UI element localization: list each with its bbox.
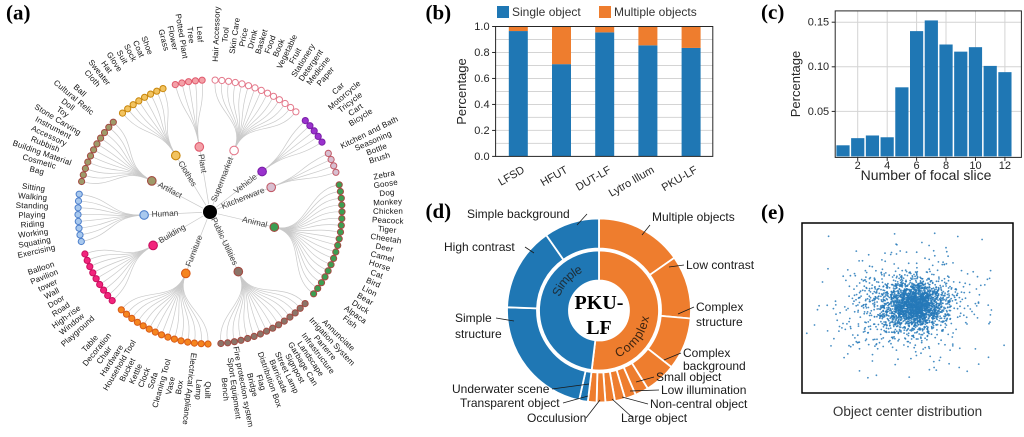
svg-text:Chicken: Chicken — [373, 207, 403, 216]
svg-text:Vase: Vase — [164, 375, 177, 395]
svg-text:Small object: Small object — [656, 370, 722, 384]
svg-text:Percentage: Percentage — [788, 51, 803, 118]
svg-text:4: 4 — [884, 160, 890, 172]
svg-text:x: x — [637, 314, 652, 324]
svg-text:Zebra: Zebra — [373, 168, 396, 181]
svg-text:Transparent object: Transparent object — [460, 396, 560, 410]
svg-text:Playing: Playing — [18, 210, 45, 220]
svg-text:12: 12 — [999, 160, 1011, 172]
svg-text:(b): (b) — [426, 1, 452, 25]
svg-text:Quilt: Quilt — [203, 381, 212, 399]
svg-text:Simple background: Simple background — [467, 207, 570, 221]
svg-text:(a): (a) — [6, 1, 31, 25]
svg-text:background: background — [683, 359, 746, 373]
svg-text:structure: structure — [696, 315, 743, 329]
svg-text:Leaf: Leaf — [195, 26, 205, 43]
svg-text:High contrast: High contrast — [444, 240, 515, 254]
svg-text:Cat: Cat — [369, 268, 385, 281]
svg-text:Complex: Complex — [696, 300, 743, 314]
svg-text:Bench: Bench — [220, 377, 231, 401]
svg-text:Underwater scene: Underwater scene — [452, 382, 550, 396]
svg-text:Deer: Deer — [375, 242, 395, 254]
svg-text:Dog: Dog — [379, 188, 395, 199]
svg-text:Low illumination: Low illumination — [661, 383, 746, 397]
svg-text:Simple: Simple — [455, 311, 492, 325]
svg-text:Plant: Plant — [196, 153, 209, 174]
svg-text:Large object: Large object — [621, 411, 688, 425]
svg-text:Walking: Walking — [18, 191, 48, 202]
svg-text:Number of focal slice: Number of focal slice — [861, 167, 992, 183]
svg-text:Bag: Bag — [29, 164, 45, 176]
svg-text:Non-central object: Non-central object — [650, 397, 748, 411]
svg-text:6: 6 — [914, 160, 920, 172]
svg-text:l: l — [569, 266, 579, 279]
svg-text:0.05: 0.05 — [808, 106, 829, 118]
svg-text:Lamp: Lamp — [193, 379, 203, 401]
svg-text:e: e — [635, 320, 651, 331]
svg-text:0.4: 0.4 — [474, 99, 489, 111]
svg-text:structure: structure — [455, 327, 502, 341]
svg-text:0.0: 0.0 — [474, 151, 489, 163]
svg-text:8: 8 — [943, 160, 949, 172]
svg-text:Complex: Complex — [683, 346, 730, 360]
svg-text:l: l — [634, 326, 648, 334]
svg-text:PKU-: PKU- — [575, 292, 624, 314]
svg-text:Flag: Flag — [254, 373, 267, 391]
svg-text:Percentage: Percentage — [454, 58, 469, 125]
svg-text:Tiger: Tiger — [377, 224, 397, 235]
svg-text:(e): (e) — [761, 200, 784, 224]
svg-text:(c): (c) — [761, 0, 784, 24]
svg-text:(d): (d) — [426, 199, 452, 223]
svg-text:Sitting: Sitting — [22, 182, 46, 194]
svg-text:10: 10 — [969, 160, 981, 172]
svg-text:Working: Working — [18, 227, 49, 240]
svg-text:Monkey: Monkey — [373, 197, 402, 208]
svg-text:0.8: 0.8 — [474, 47, 489, 59]
svg-text:i: i — [553, 282, 566, 292]
svg-text:0.6: 0.6 — [474, 73, 489, 85]
svg-text:Tool: Tool — [220, 27, 230, 43]
svg-text:Single object: Single object — [512, 5, 581, 19]
svg-text:Occulusion: Occulusion — [527, 411, 586, 425]
svg-text:1.0: 1.0 — [474, 21, 489, 33]
svg-text:Multiple objects: Multiple objects — [614, 5, 697, 19]
svg-text:Peacock: Peacock — [372, 215, 405, 226]
svg-text:Hair Accessory: Hair Accessory — [211, 6, 222, 62]
svg-text:Box: Box — [174, 380, 185, 396]
svg-text:Standing: Standing — [16, 201, 49, 211]
svg-text:Price: Price — [237, 27, 250, 48]
svg-text:Object center distribution: Object center distribution — [833, 404, 982, 419]
svg-text:Tree: Tree — [185, 26, 196, 44]
svg-text:LF: LF — [586, 317, 612, 339]
svg-text:Human: Human — [151, 208, 179, 219]
svg-text:0.2: 0.2 — [474, 125, 489, 137]
svg-text:Multiple objects: Multiple objects — [652, 210, 735, 224]
svg-text:Riding: Riding — [20, 219, 44, 230]
svg-text:0.15: 0.15 — [808, 17, 829, 29]
svg-text:2: 2 — [855, 160, 861, 172]
svg-text:Low contrast: Low contrast — [686, 258, 755, 272]
svg-text:0.10: 0.10 — [808, 61, 829, 73]
svg-text:Goose: Goose — [373, 178, 399, 191]
